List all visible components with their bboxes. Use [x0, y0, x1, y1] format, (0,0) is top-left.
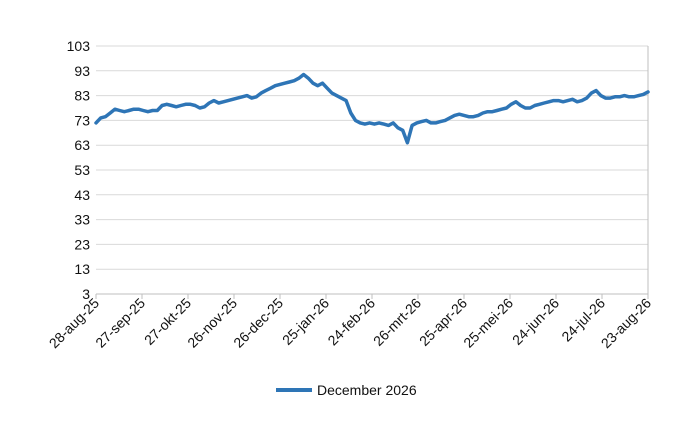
y-tick-label: 33: [74, 212, 90, 228]
series-layer: [94, 72, 650, 145]
series-line-december-2026: [94, 72, 650, 145]
x-tick-label: 27-sep-25: [92, 295, 148, 351]
x-tick-label: 23-aug-26: [598, 295, 655, 352]
y-tick-label: 63: [74, 137, 90, 153]
y-tick-label: 13: [74, 261, 90, 277]
y-axis-tick-labels: 103 93 83 73 63 53 43 33 23 13 3: [67, 38, 91, 302]
x-axis-tick-labels: 28-aug-2527-sep-2527-okt-2526-nov-2526-d…: [46, 294, 655, 352]
x-tick-label: 25-mei-26: [460, 295, 516, 351]
y-tick-label: 3: [82, 286, 90, 302]
y-tick-label: 103: [67, 38, 91, 54]
y-tick-label: 73: [74, 112, 90, 128]
x-tick-label: 28-aug-25: [46, 295, 103, 352]
y-tick-label: 23: [74, 236, 90, 252]
y-tick-label: 53: [74, 162, 90, 178]
gridlines: [96, 45, 648, 270]
y-tick-label: 43: [74, 187, 90, 203]
x-tick-label: 24-feb-26: [324, 295, 378, 349]
x-tick-label: 25-jan-26: [279, 295, 332, 348]
x-tick-label: 24-jun-26: [509, 295, 562, 348]
x-tick-label: 26-dec-25: [230, 295, 286, 351]
legend: December 2026: [276, 382, 417, 398]
x-tick-label: 26-mrt-26: [370, 295, 424, 349]
y-tick-label: 93: [74, 63, 90, 79]
legend-label-december-2026: December 2026: [317, 382, 417, 398]
y-tick-label: 83: [74, 88, 90, 104]
